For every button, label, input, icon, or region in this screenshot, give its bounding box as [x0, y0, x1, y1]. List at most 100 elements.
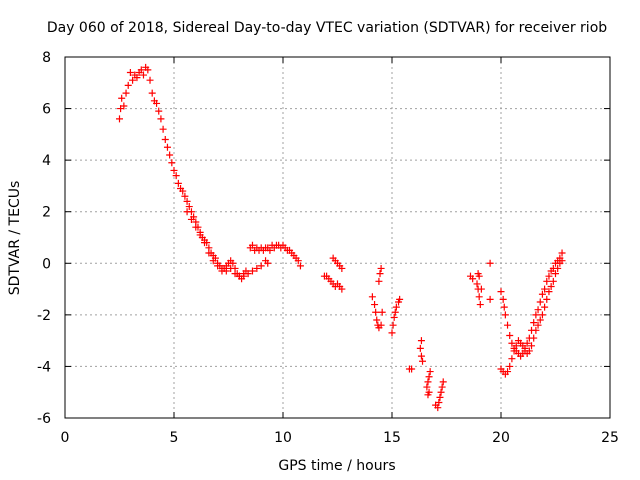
data-point: [373, 316, 381, 324]
data-point: [506, 362, 514, 370]
data-point: [523, 339, 531, 347]
data-point: [338, 285, 346, 293]
data-point: [377, 264, 385, 272]
plot-frame: [64, 56, 611, 419]
data-point: [161, 136, 169, 144]
data-point: [532, 326, 540, 334]
data-point: [424, 391, 432, 399]
data-point: [475, 293, 483, 301]
data-point: [124, 81, 132, 89]
x-tick-label: 15: [383, 430, 401, 446]
data-point: [510, 347, 518, 355]
data-point: [547, 282, 555, 290]
data-point: [549, 277, 557, 285]
data-point: [116, 115, 123, 123]
data-point: [532, 311, 540, 319]
data-point: [497, 288, 505, 296]
data-point: [155, 107, 163, 115]
data-point: [536, 298, 544, 306]
data-point: [235, 272, 243, 280]
data-point: [477, 285, 485, 293]
x-tick-label: 5: [170, 430, 179, 446]
data-point: [486, 295, 494, 303]
data-point: [388, 329, 396, 337]
data-point: [508, 339, 516, 347]
data-point: [168, 159, 176, 167]
y-tick-label: 4: [42, 153, 51, 169]
data-point: [257, 262, 265, 270]
data-point: [163, 143, 171, 151]
data-point: [545, 288, 553, 296]
chart-title: Day 060 of 2018, Sidereal Day-to-day VTE…: [47, 20, 607, 36]
data-point: [536, 316, 544, 324]
data-point: [118, 94, 126, 102]
y-tick-label: 0: [42, 256, 51, 272]
data-point: [122, 89, 130, 97]
grid-lines: [65, 57, 610, 418]
data-point: [148, 89, 156, 97]
data-point: [201, 239, 209, 247]
data-point: [508, 355, 516, 363]
data-point: [534, 306, 542, 314]
data-point: [475, 272, 483, 280]
data-point: [530, 319, 538, 327]
data-point: [244, 270, 252, 278]
x-tick-label: 10: [274, 430, 292, 446]
data-point: [419, 357, 427, 365]
data-point: [179, 187, 187, 195]
data-point: [372, 308, 380, 316]
data-point: [469, 275, 477, 283]
data-point: [296, 262, 304, 270]
data-point: [231, 270, 239, 278]
data-point: [181, 192, 189, 200]
data-point: [499, 295, 507, 303]
data-point: [266, 246, 274, 254]
data-point: [183, 197, 191, 205]
data-point: [501, 311, 509, 319]
data-point: [543, 295, 551, 303]
data-point: [174, 179, 182, 187]
data-point: [423, 383, 431, 391]
data-point: [541, 285, 549, 293]
x-tick-labels: 0 5 10 15 20 25: [61, 430, 619, 446]
data-point: [486, 259, 494, 267]
data-point: [214, 262, 222, 270]
data-points: [116, 63, 566, 412]
data-point: [434, 404, 442, 412]
data-point: [504, 368, 512, 376]
data-point: [248, 241, 256, 249]
x-tick-label: 25: [601, 430, 619, 446]
data-point: [439, 378, 447, 386]
y-tick-label: -2: [37, 308, 51, 324]
data-point: [229, 259, 237, 267]
data-point: [166, 151, 174, 159]
data-point: [426, 368, 434, 376]
data-point: [205, 249, 213, 257]
data-point: [392, 303, 400, 311]
data-point: [129, 76, 137, 84]
data-point: [396, 295, 404, 303]
data-point: [538, 311, 546, 319]
y-tick-labels: -6 -4 -2 0 2 4 6 8: [37, 50, 51, 427]
y-axis-title: SDTVAR / TECUs: [7, 181, 23, 296]
y-tick-label: -4: [37, 359, 51, 375]
data-point: [512, 342, 520, 350]
data-point: [170, 166, 178, 174]
data-point: [552, 270, 559, 278]
data-point: [253, 264, 261, 272]
data-point: [120, 102, 128, 110]
data-point: [543, 277, 551, 285]
data-point: [172, 172, 180, 180]
data-point: [375, 277, 383, 285]
data-point: [209, 257, 217, 265]
data-point: [554, 264, 562, 272]
data-point: [476, 301, 484, 309]
data-point: [187, 215, 195, 223]
data-point: [473, 280, 481, 288]
y-tick-label: -6: [37, 411, 51, 427]
data-point: [264, 259, 272, 267]
data-point: [390, 313, 398, 321]
data-point: [437, 388, 445, 396]
data-point: [227, 264, 235, 272]
